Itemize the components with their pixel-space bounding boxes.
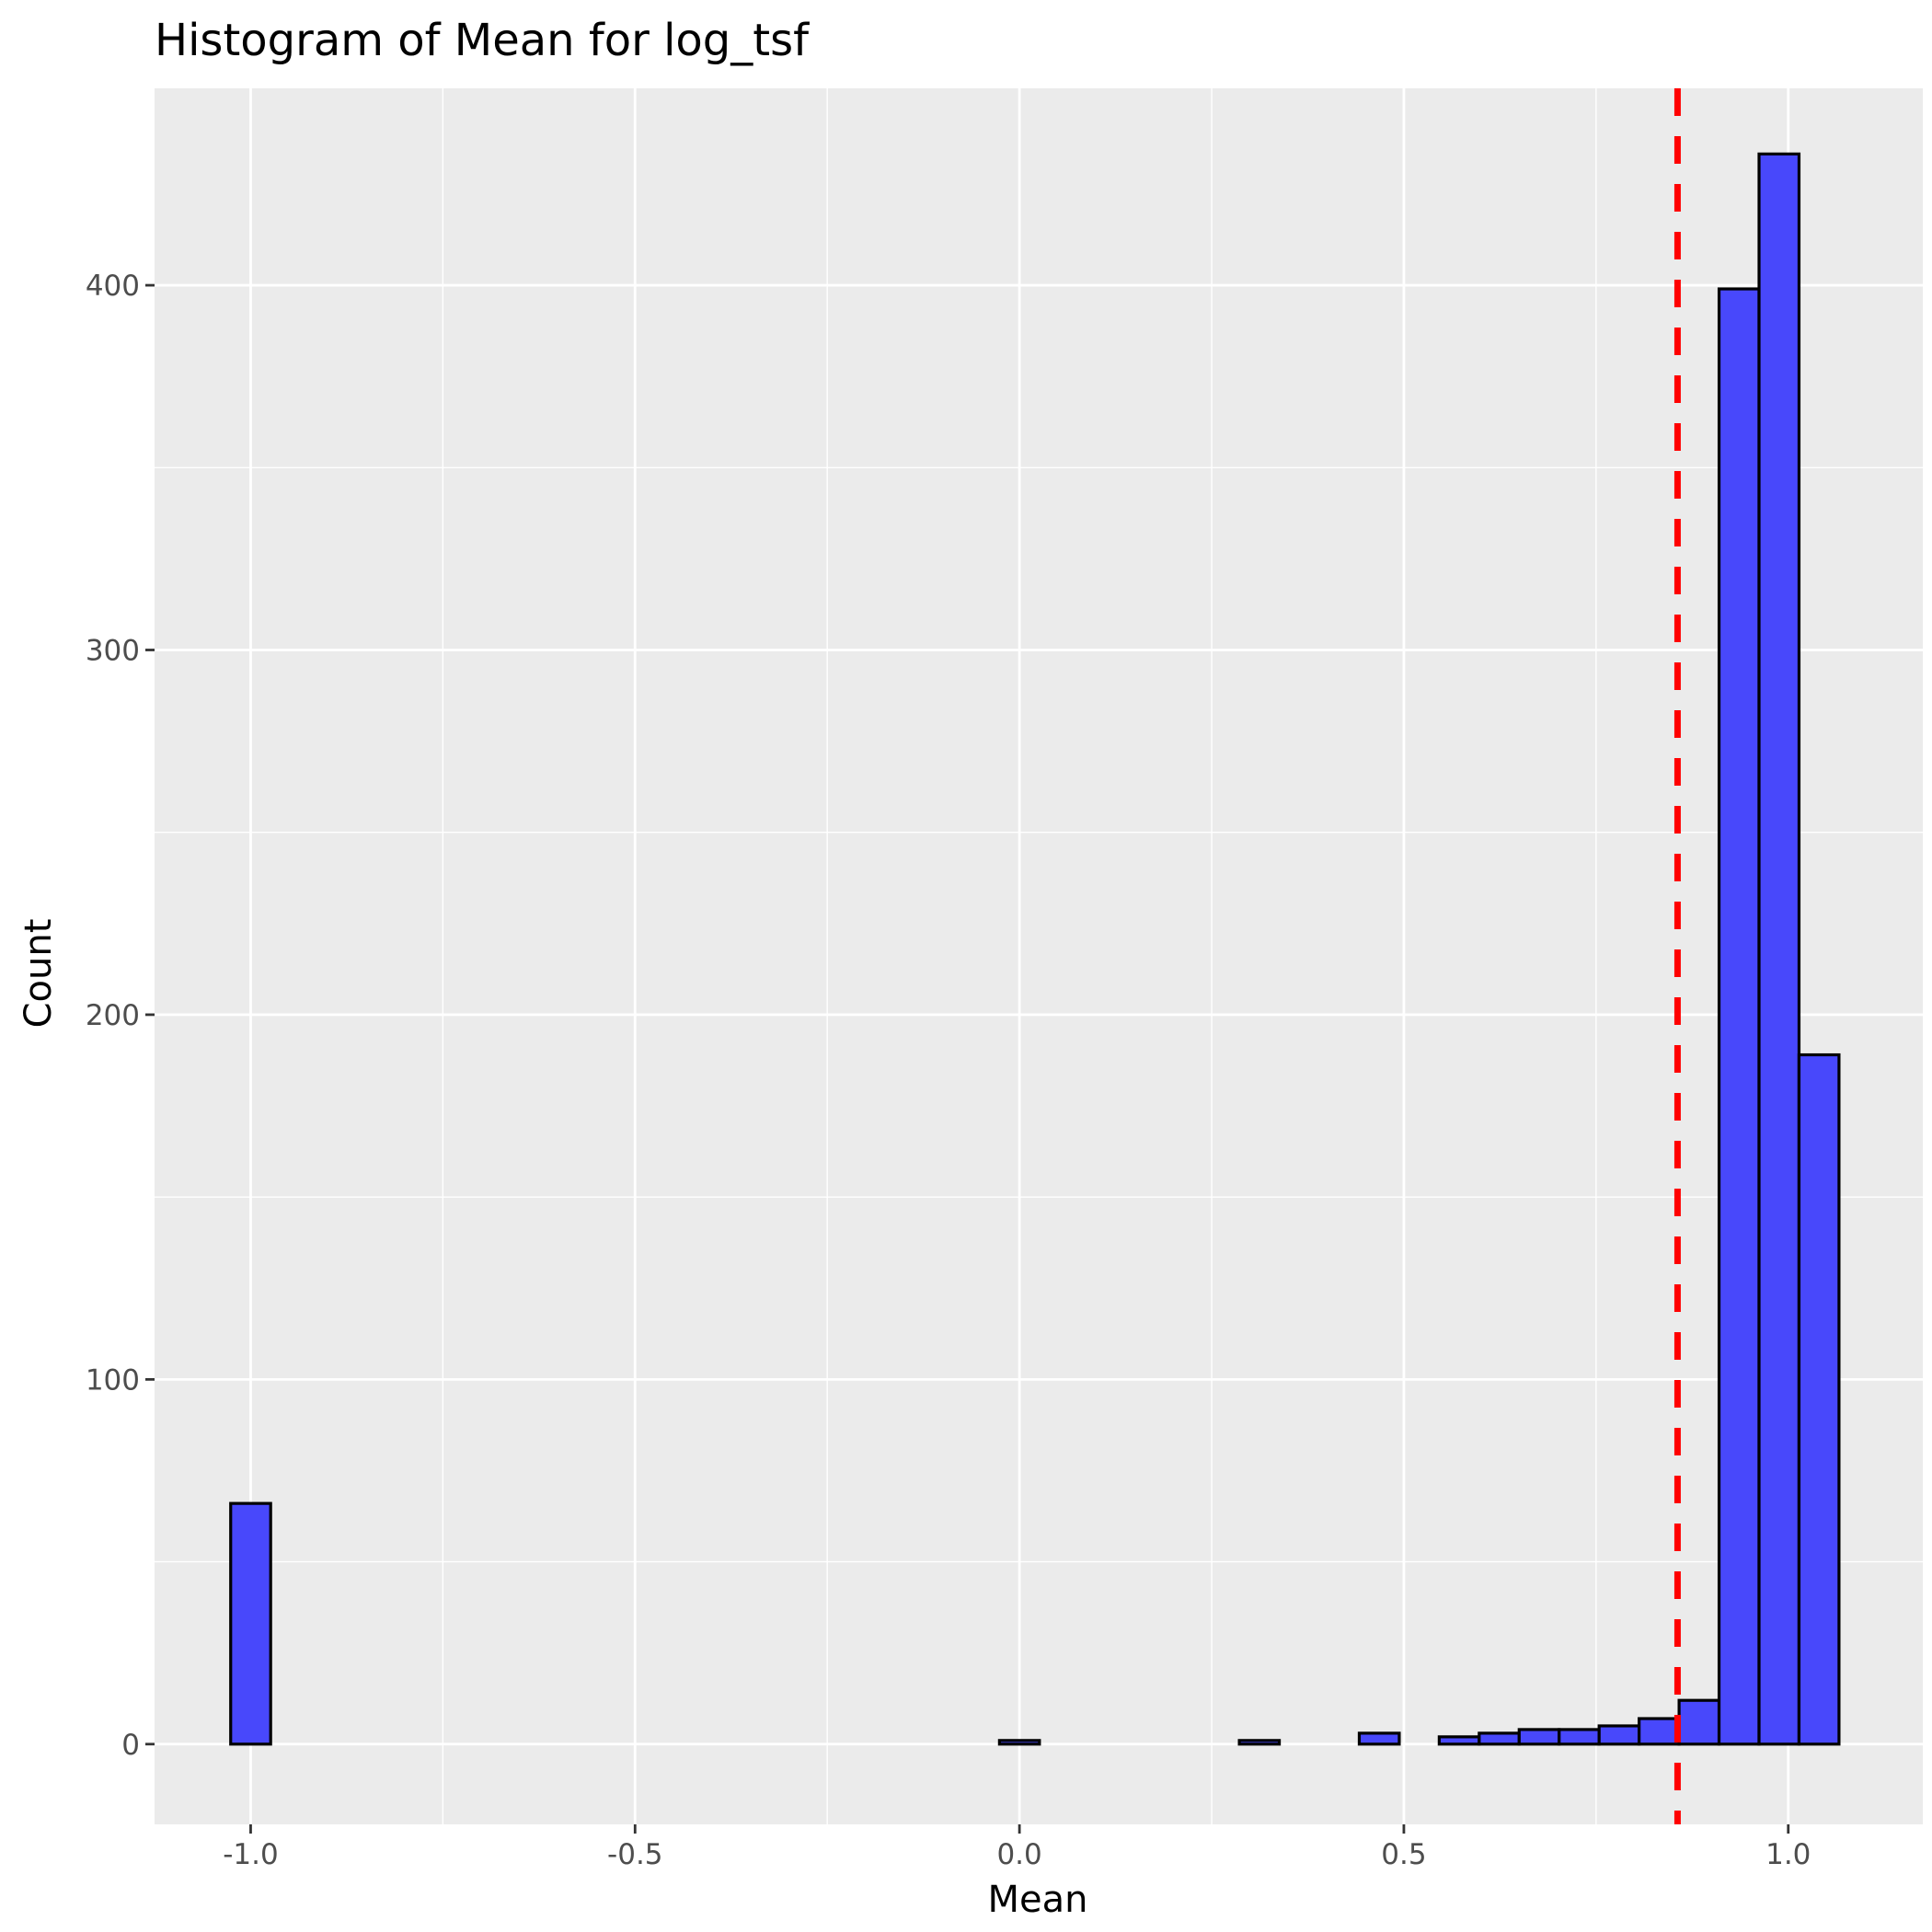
histogram-bar <box>1597 1724 1641 1746</box>
histogram-bar <box>1717 287 1761 1746</box>
x-tick-label: 0.0 <box>996 1838 1041 1871</box>
chart-title: Histogram of Mean for log_tsf <box>155 15 810 66</box>
minor-gridlines <box>155 88 1923 1824</box>
y-tick-label: 0 <box>121 1729 140 1762</box>
histogram-bars <box>229 152 1841 1746</box>
histogram-bar <box>1558 1728 1601 1746</box>
histogram-bar <box>1517 1728 1561 1746</box>
histogram-bar <box>1357 1731 1401 1746</box>
y-tick-label: 300 <box>86 635 140 668</box>
histogram-bar <box>997 1739 1041 1746</box>
x-tick-label: 0.5 <box>1381 1838 1426 1871</box>
x-tick-label: 1.0 <box>1765 1838 1811 1871</box>
histogram-bar <box>1237 1739 1282 1746</box>
histogram-bar <box>1677 1698 1721 1746</box>
histogram-bar <box>229 1501 272 1746</box>
histogram-bar <box>1797 1052 1841 1746</box>
x-tick-label: -1.0 <box>223 1838 279 1871</box>
y-axis: 0 100 200 300 400 <box>86 270 155 1762</box>
y-tick-label: 200 <box>86 999 140 1032</box>
histogram-bar <box>1638 1717 1681 1746</box>
histogram-bar <box>1757 152 1801 1746</box>
y-tick-label: 400 <box>86 270 140 303</box>
plot-panel <box>155 88 1923 1824</box>
y-tick-label: 100 <box>86 1363 140 1397</box>
y-axis-title: Count <box>17 919 60 1029</box>
histogram-bar <box>1478 1731 1521 1746</box>
x-axis: -1.0 -0.5 0.0 0.5 1.0 <box>223 1824 1811 1871</box>
histogram-bar <box>1437 1735 1481 1746</box>
x-tick-label: -0.5 <box>607 1838 663 1871</box>
x-axis-title: Mean <box>988 1879 1088 1921</box>
